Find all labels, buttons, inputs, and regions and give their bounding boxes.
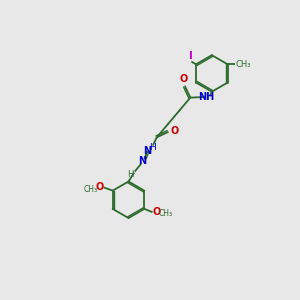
Text: O: O	[96, 182, 104, 192]
Text: N: N	[143, 146, 152, 157]
Text: CH₃: CH₃	[158, 209, 172, 218]
Text: I: I	[189, 51, 193, 61]
Text: NH: NH	[198, 92, 215, 102]
Text: O: O	[179, 74, 188, 84]
Text: O: O	[170, 126, 178, 136]
Text: N: N	[138, 157, 146, 166]
Text: CH₃: CH₃	[235, 60, 250, 69]
Text: O: O	[152, 207, 160, 218]
Text: CH₃: CH₃	[84, 185, 98, 194]
Text: H: H	[127, 170, 134, 179]
Text: H: H	[149, 143, 156, 152]
